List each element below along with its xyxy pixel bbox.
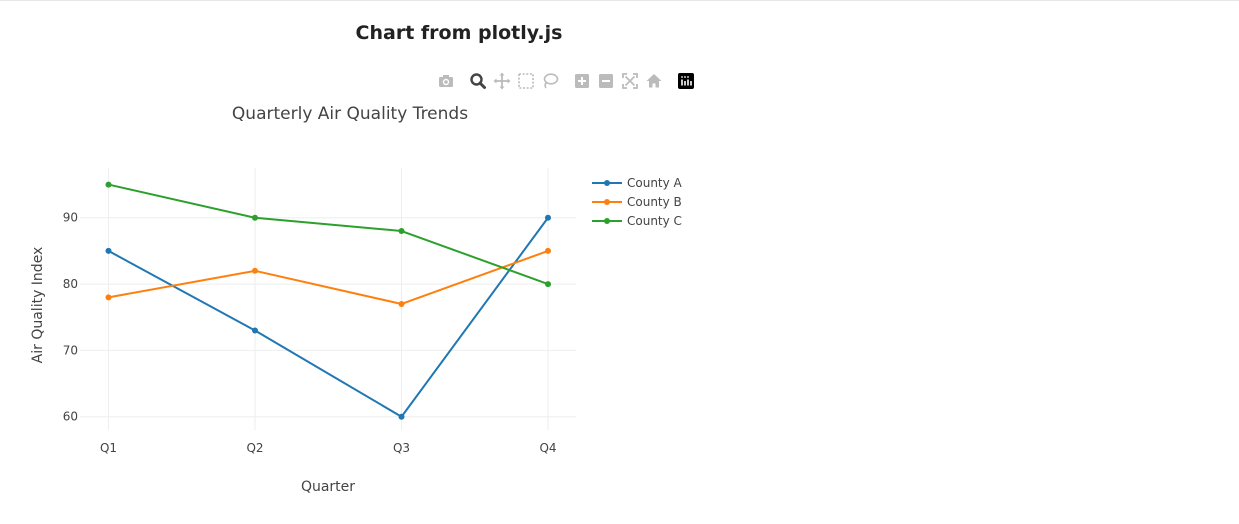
y-tick-label: 70 — [63, 343, 78, 357]
data-point — [252, 267, 258, 274]
legend-swatch-marker — [604, 180, 610, 186]
y-tick-label: 80 — [63, 277, 78, 291]
chart-title: Quarterly Air Quality Trends — [232, 104, 468, 124]
zoom-out-icon[interactable] — [596, 71, 616, 91]
y-tick-label: 60 — [63, 410, 78, 424]
legend-item[interactable]: County C — [592, 214, 682, 228]
top-divider — [0, 0, 1239, 1]
line-chart[interactable]: Quarterly Air Quality Trends Q1 Q2 Q3 Q4 60 7… — [0, 95, 760, 515]
autoscale-icon[interactable] — [620, 71, 640, 91]
grid-lines — [80, 168, 576, 430]
data-point — [252, 214, 258, 221]
plotly-logo-icon[interactable] — [676, 71, 696, 91]
y-axis-title: Air Quality Index — [30, 247, 46, 364]
data-point — [398, 228, 405, 235]
x-tick-label: Q3 — [393, 441, 410, 455]
legend-item[interactable]: County B — [592, 195, 682, 209]
y-tick-label: 90 — [63, 211, 78, 225]
data-point — [545, 214, 551, 221]
data-point — [105, 181, 112, 188]
data-point — [545, 281, 551, 288]
tick-labels: Q1 Q2 Q3 Q4 60 70 80 90 — [63, 211, 557, 455]
data-point — [545, 247, 551, 254]
legend-label: County B — [627, 195, 682, 209]
zoom-icon[interactable] — [468, 71, 488, 91]
x-axis-title: Quarter — [301, 479, 355, 495]
legend-item[interactable]: County A — [592, 176, 683, 190]
camera-icon[interactable] — [436, 71, 456, 91]
reset-axes-icon[interactable] — [644, 71, 664, 91]
legend-label: County C — [627, 214, 682, 228]
x-tick-label: Q1 — [100, 441, 117, 455]
box-select-icon[interactable] — [516, 71, 536, 91]
data-point — [398, 413, 405, 420]
lasso-select-icon[interactable] — [540, 71, 560, 91]
series-line — [108, 217, 549, 418]
legend-swatch-marker — [604, 218, 610, 224]
legend-swatch-marker — [604, 199, 610, 205]
x-tick-label: Q2 — [246, 441, 263, 455]
series-layer — [105, 181, 551, 420]
zoom-in-icon[interactable] — [572, 71, 592, 91]
data-point — [252, 327, 258, 334]
page-title: Chart from plotly.js — [355, 22, 563, 44]
legend: County A County B County C — [592, 176, 683, 228]
legend-label: County A — [627, 176, 683, 190]
data-point — [105, 294, 112, 301]
data-point — [398, 300, 405, 307]
series-line — [108, 249, 549, 305]
series-line — [108, 183, 549, 286]
data-point — [105, 247, 112, 254]
pan-icon[interactable] — [492, 71, 512, 91]
x-tick-label: Q4 — [539, 441, 556, 455]
